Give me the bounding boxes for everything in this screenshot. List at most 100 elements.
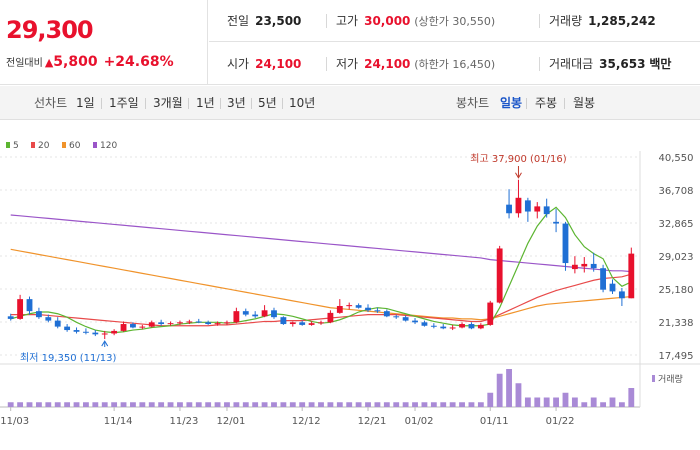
candle-body xyxy=(534,206,541,212)
ma60-line xyxy=(10,248,632,321)
x-tick-label: 12/21 xyxy=(358,416,387,427)
x-axis: 11/03 11/14 11/23 12/01 12/12 12/21 01/02 01/11… xyxy=(0,407,574,427)
volume-bar xyxy=(242,402,249,407)
candle-body xyxy=(101,333,108,335)
volume-bar xyxy=(506,369,512,407)
divider xyxy=(326,57,327,71)
x-tick-label: 12/01 xyxy=(217,416,246,427)
candle-body xyxy=(214,323,221,325)
candle-body xyxy=(365,307,371,311)
candle-body xyxy=(139,326,146,328)
open-value: 24,100 xyxy=(255,57,302,71)
candle-body xyxy=(468,324,475,329)
volume-bar xyxy=(628,388,635,407)
candle-body xyxy=(83,331,89,333)
stock-chart: 5 20 60 120 40,550 36,708 32,865 29,023 25,180 2… xyxy=(0,141,700,427)
candles xyxy=(7,179,635,340)
volume-legend-swatch xyxy=(652,375,655,382)
info-row-1: 전일 23,500 고가 30,000 (상한가 30,550) 거래량 1,285,… xyxy=(209,0,700,42)
volume-bar xyxy=(289,402,296,407)
period-1d[interactable]: 1일 xyxy=(76,96,95,110)
candle-body xyxy=(242,311,249,315)
candle-body xyxy=(553,221,559,224)
legend-label: 60 xyxy=(69,141,81,151)
candle-body xyxy=(233,311,240,323)
divider xyxy=(188,98,189,109)
candle-body xyxy=(477,324,484,329)
period-3y[interactable]: 3년 xyxy=(227,96,246,110)
period-1w[interactable]: 1주일 xyxy=(109,96,139,110)
volume-bar xyxy=(515,383,522,407)
volume-bar xyxy=(111,402,118,407)
candle-body xyxy=(393,316,400,318)
low-label: 저가 xyxy=(336,57,359,71)
volume-bar xyxy=(101,402,108,407)
candle-body xyxy=(430,325,437,327)
divider xyxy=(145,98,146,109)
prev-close-label: 전일 xyxy=(227,14,250,28)
volume-bar xyxy=(205,402,212,407)
price-change-pct: +24.68% xyxy=(103,54,174,70)
candle-body xyxy=(158,322,165,325)
divider xyxy=(539,57,540,71)
volume-bar xyxy=(139,402,146,407)
candle-body xyxy=(506,204,512,214)
candle-body xyxy=(402,317,409,321)
divider xyxy=(326,14,327,28)
tab-monthly[interactable]: 월봉 xyxy=(573,96,596,110)
candle-body xyxy=(628,253,635,299)
candle-body xyxy=(543,206,550,215)
volume-bar xyxy=(195,402,202,407)
candle-body xyxy=(524,200,531,212)
volume-bar xyxy=(17,402,24,407)
candle-body xyxy=(167,323,174,325)
ma20-line xyxy=(10,273,632,327)
period-10y[interactable]: 10년 xyxy=(289,96,316,110)
candle-body xyxy=(440,326,447,329)
trade-amount-label: 거래대금 xyxy=(549,57,594,71)
candle-body xyxy=(177,322,183,324)
x-tick-label: 11/03 xyxy=(0,416,29,427)
period-1y[interactable]: 1년 xyxy=(196,96,215,110)
period-3m[interactable]: 3개월 xyxy=(153,96,183,110)
candle-body xyxy=(45,317,52,321)
candle-body xyxy=(261,310,268,317)
low-value: 24,100 xyxy=(364,57,411,71)
volume-bar xyxy=(543,397,550,407)
x-tick-label: 11/23 xyxy=(170,416,199,427)
candle-body xyxy=(318,322,324,324)
candle-body xyxy=(609,283,616,292)
candle-body xyxy=(346,305,353,307)
volume-bar xyxy=(83,402,89,407)
y-tick-label: 40,550 xyxy=(659,153,694,164)
divider xyxy=(101,98,102,109)
divider xyxy=(251,98,252,109)
legend-label: 120 xyxy=(100,141,117,151)
candle-body xyxy=(355,305,362,308)
volume-bar xyxy=(449,402,456,407)
divider xyxy=(526,98,527,109)
legend-label: 5 xyxy=(13,141,19,151)
legend-swatch xyxy=(6,142,10,148)
tab-daily[interactable]: 일봉 xyxy=(500,96,523,110)
volume: 거래량 1,285,242 xyxy=(549,0,656,42)
volume-bar xyxy=(186,402,193,407)
volume-bar xyxy=(73,402,80,407)
volume-bar xyxy=(374,402,381,407)
candle-body xyxy=(54,320,61,327)
ma5-line xyxy=(10,206,632,334)
candle-body xyxy=(120,324,127,331)
high-value: 30,000 xyxy=(364,14,411,28)
ma-legend: 5 20 60 120 xyxy=(6,141,117,151)
candle-body xyxy=(571,264,578,270)
volume-bar xyxy=(92,402,99,407)
x-tick-label: 01/11 xyxy=(480,416,509,427)
volume-bar xyxy=(402,402,409,407)
period-5y[interactable]: 5년 xyxy=(258,96,277,110)
candle-body xyxy=(280,317,287,325)
volume-bar xyxy=(553,397,559,407)
tab-weekly[interactable]: 주봉 xyxy=(535,96,558,110)
volume-bars: 거래량 xyxy=(7,369,683,407)
candle-body xyxy=(148,322,155,327)
chart-grid xyxy=(0,151,700,408)
